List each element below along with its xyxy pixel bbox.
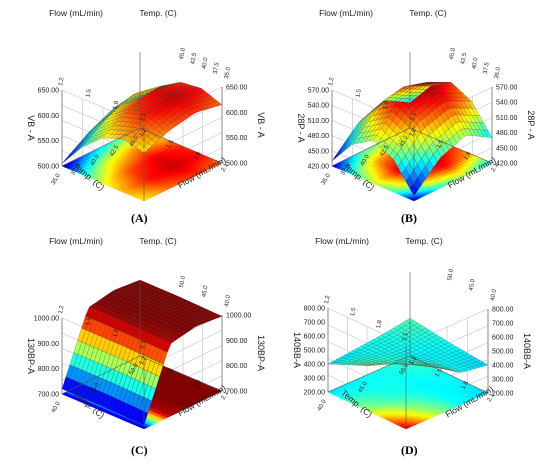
temp-tick-bottom-0: 40.0: [317, 398, 328, 412]
flow-axis-title-top: Flow (mL/min): [315, 236, 369, 246]
z-tick-left-2: 400.00: [304, 362, 326, 369]
caption-d: (D): [401, 443, 418, 458]
flow-axis-title-top: Flow (mL/min): [49, 236, 103, 246]
flow-tick-top-0: 1.2: [58, 304, 65, 314]
z-tick-right-5: 570.00: [496, 85, 518, 92]
z-axis-label-left: VB - A: [26, 115, 36, 141]
temp-tick-top-4: 45.0: [179, 47, 187, 60]
temp-tick-top-1: 37.5: [483, 61, 491, 74]
temp-axis-title-top: Temp. (C): [139, 8, 176, 18]
temp-axis-title-top: Temp. (C): [405, 236, 442, 246]
temp-axis-title-top: Temp. (C): [139, 236, 176, 246]
temp-tick-top-1: 45.0: [469, 278, 477, 291]
z-tick-right-1: 550.00: [226, 135, 248, 142]
z-tick-left-5: 570.00: [308, 88, 330, 95]
z-tick-right-3: 650.00: [226, 85, 248, 92]
z-axis-label-left: 130BP-A: [26, 338, 36, 374]
z-tick-right-2: 600.00: [226, 110, 248, 117]
z-tick-right-2: 400.00: [492, 363, 514, 370]
z-tick-left-1: 300.00: [304, 376, 326, 383]
z-tick-right-3: 510.00: [496, 115, 518, 122]
z-tick-left-2: 600.00: [38, 113, 60, 120]
flow-tick-top-1: 1.5: [355, 88, 362, 98]
z-tick-left-1: 450.00: [308, 148, 330, 155]
z-axis-label-right: 140BB-A: [522, 333, 532, 369]
z-tick-left-0: 420.00: [308, 164, 330, 171]
surface-mesh: [328, 318, 488, 372]
z-tick-right-1: 450.00: [496, 145, 518, 152]
temp-tick-top-0: 40.0: [224, 294, 232, 307]
temp-tick-top-3: 42.5: [460, 52, 468, 65]
temp-tick-top-2: 40.0: [202, 57, 210, 70]
z-tick-left-3: 1000.00: [34, 316, 59, 323]
z-axis-label-left: 28P - A: [296, 113, 306, 142]
z-tick-right-3: 1000.00: [226, 313, 251, 320]
flow-tick-top-2: 1.8: [376, 319, 383, 329]
z-tick-left-3: 500.00: [304, 348, 326, 355]
caption-a: (A): [131, 211, 148, 226]
z-tick-left-1: 800.00: [38, 366, 60, 373]
z-axis-label-right: 130BP-A: [256, 335, 266, 371]
z-tick-left-3: 510.00: [308, 118, 330, 125]
temp-tick-bottom-0: 35.0: [321, 172, 332, 186]
z-tick-right-2: 900.00: [226, 338, 248, 345]
temp-tick-top-2: 40.0: [472, 57, 480, 70]
z-tick-left-2: 480.00: [308, 133, 330, 140]
z-tick-right-2: 480.00: [496, 130, 518, 137]
caption-c: (C): [131, 443, 148, 458]
z-tick-left-6: 800.00: [304, 306, 326, 313]
z-axis-label-left: 140BB-A: [292, 332, 302, 368]
flow-tick-top-1: 1.5: [350, 307, 357, 317]
z-tick-right-1: 300.00: [492, 377, 514, 384]
z-tick-left-0: 700.00: [38, 392, 60, 399]
z-tick-right-4: 600.00: [492, 335, 514, 342]
z-tick-right-5: 700.00: [492, 321, 514, 328]
temp-tick-top-0: 35.0: [224, 66, 232, 79]
z-tick-left-5: 700.00: [304, 320, 326, 327]
flow-tick-top-0: 1.2: [58, 76, 65, 86]
z-axis-label-right: 28P - A: [526, 110, 536, 139]
temp-tick-top-4: 45.0: [449, 47, 457, 60]
flow-tick-top-0: 1.2: [324, 294, 331, 304]
temp-tick-bottom-0: 35.0: [51, 172, 62, 186]
temp-tick-top-2: 50.0: [447, 268, 455, 281]
z-tick-left-4: 540.00: [308, 103, 330, 110]
z-tick-left-0: 500.00: [38, 164, 60, 171]
flow-axis-title-top: Flow (mL/min): [49, 8, 103, 18]
z-tick-left-4: 600.00: [304, 334, 326, 341]
z-tick-right-6: 800.00: [492, 307, 514, 314]
temp-tick-top-1: 45.0: [202, 285, 210, 298]
temp-tick-top-0: 40.0: [490, 288, 498, 301]
flow-axis-title-top: Flow (mL/min): [319, 8, 373, 18]
flow-tick-top-1: 1.5: [85, 88, 92, 98]
z-tick-left-3: 650.00: [38, 88, 60, 95]
caption-b: (B): [401, 211, 417, 226]
z-tick-left-0: 200.00: [304, 390, 326, 397]
temp-axis-title-top: Temp. (C): [409, 8, 446, 18]
temp-tick-top-2: 50.0: [179, 275, 187, 288]
z-tick-right-4: 540.00: [496, 100, 518, 107]
temp-tick-top-0: 35.0: [494, 66, 502, 79]
z-tick-right-3: 500.00: [492, 349, 514, 356]
z-tick-left-1: 550.00: [38, 138, 60, 145]
temp-tick-bottom-0: 40.0: [51, 400, 62, 414]
z-tick-right-1: 800.00: [226, 363, 248, 370]
z-tick-left-2: 900.00: [38, 341, 60, 348]
z-axis-label-right: VB - A: [256, 112, 266, 138]
flow-tick-top-0: 1.2: [328, 76, 335, 86]
temp-tick-top-3: 42.5: [190, 52, 198, 65]
temp-tick-top-1: 37.5: [213, 61, 221, 74]
